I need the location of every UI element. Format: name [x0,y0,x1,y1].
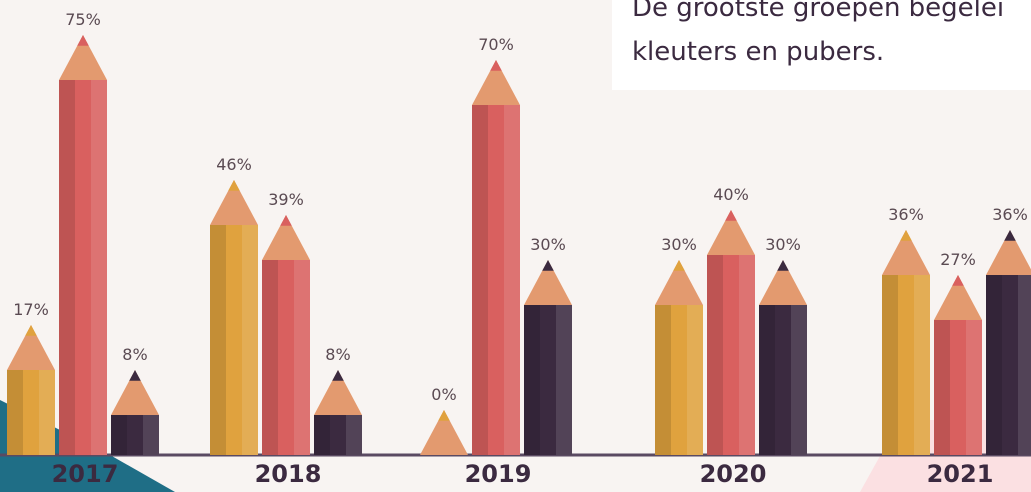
pencil-shade [986,275,1002,455]
pencil-light [791,305,807,455]
pencil [420,410,468,455]
pencil-lead [280,215,292,226]
pencil [210,180,258,455]
value-label: 36% [888,205,924,224]
text-box: De grootste groepen begelei kleuters en … [612,0,1031,90]
pencil [314,370,362,455]
value-label: 30% [765,235,801,254]
pencil-shade [210,225,226,455]
pencil-shade [934,320,950,455]
pencil-lead [1004,230,1016,241]
pencil-shade [655,305,671,455]
year-label: 2018 [255,460,322,488]
pencil-shade [882,275,898,455]
pencil-light [91,80,107,455]
pencil-light [1018,275,1031,455]
text-line: De grootste groepen begelei [632,0,1031,30]
pencil [524,260,572,455]
pencil-lead [777,260,789,271]
year-label: 2021 [927,460,994,488]
pencil-lead [438,410,450,421]
pencil-light [504,105,520,455]
pencil [759,260,807,455]
pencil-shade [59,80,75,455]
pencil-lead [673,260,685,271]
pencil [111,370,159,455]
value-label: 75% [65,10,101,29]
pencil [707,210,755,455]
pencil [7,325,55,455]
value-label: 17% [13,300,49,319]
pencil-light [242,225,258,455]
pencil-shade [314,415,330,455]
pencil [59,35,107,455]
year-label: 2017 [52,460,119,488]
value-label: 36% [992,205,1028,224]
pencil-light [966,320,982,455]
year-label: 2020 [700,460,767,488]
pencil-lead [77,35,89,46]
pencil-lead [725,210,737,221]
value-label: 30% [530,235,566,254]
pencil-lead [129,370,141,381]
pencil-shade [759,305,775,455]
page: 2017 17% 75% 8% 2018 46% 39% 8% 2019 0% 70% 30% 2020… [0,0,1031,492]
pencil [262,215,310,455]
pencil-shade [707,255,723,455]
pencil-shade [111,415,127,455]
value-label: 30% [661,235,697,254]
value-label: 0% [431,385,456,404]
year-label: 2019 [465,460,532,488]
pencil-lead [332,370,344,381]
value-label: 8% [122,345,147,364]
pencil-lead [25,325,37,336]
pencil-light [739,255,755,455]
pencil-light [39,370,55,455]
pencil-lead [952,275,964,286]
pencil [882,230,930,455]
value-label: 46% [216,155,252,174]
pencil-light [556,305,572,455]
pencil [934,275,982,455]
pencil [655,260,703,455]
pencil [986,230,1031,455]
value-label: 70% [478,35,514,54]
value-label: 27% [940,250,976,269]
pencil [472,60,520,455]
pencil-light [346,415,362,455]
value-label: 40% [713,185,749,204]
pencil-shade [472,105,488,455]
pencil-light [143,415,159,455]
pencil-lead [542,260,554,271]
pencil-lead [900,230,912,241]
pencil-lead [490,60,502,71]
pencil-shade [524,305,540,455]
pencil-light [294,260,310,455]
pencil-light [687,305,703,455]
text-line: kleuters en pubers. [632,30,1031,74]
value-label: 39% [268,190,304,209]
pencil-shade [7,370,23,455]
pencil-lead [228,180,240,191]
value-label: 8% [325,345,350,364]
pencil-light [914,275,930,455]
pencil-shade [262,260,278,455]
